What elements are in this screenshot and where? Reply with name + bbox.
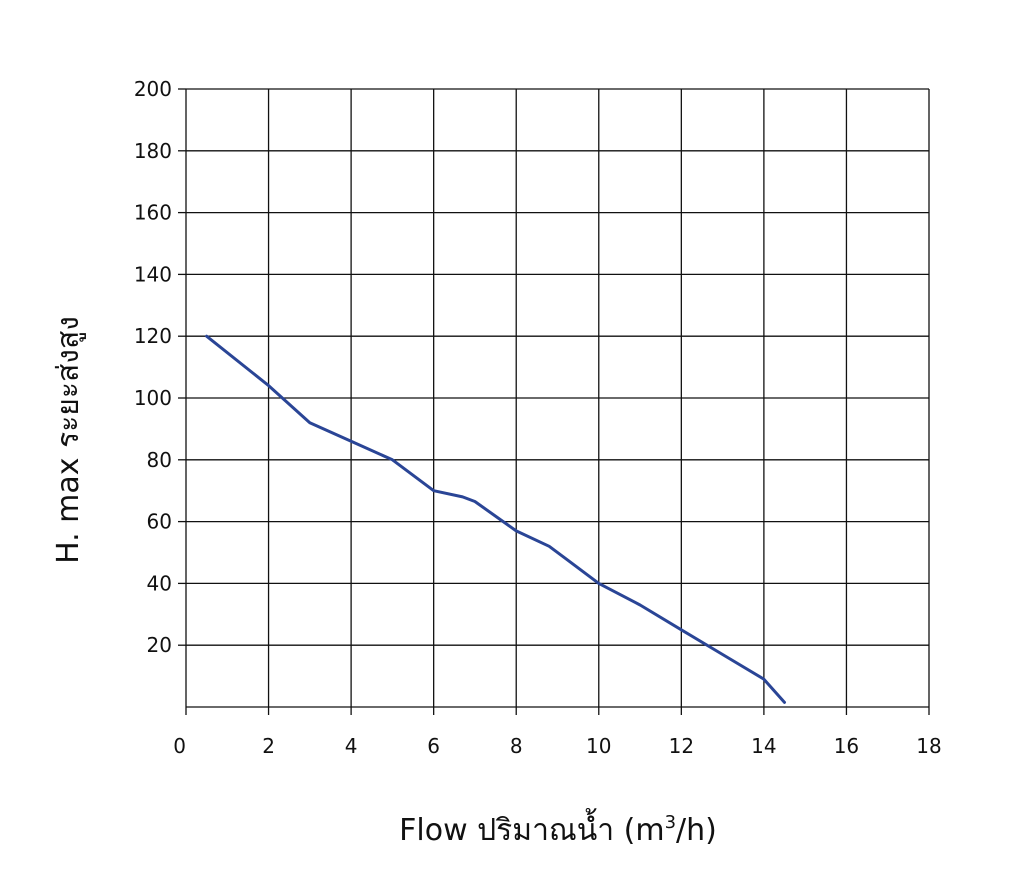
y-tick-label: 80 (147, 448, 172, 472)
y-axis-ticks: 20 40 60 80 100 120 140 160 180 200 (134, 77, 186, 657)
x-tick-label: 18 (916, 734, 941, 758)
x-tick-label: 10 (586, 734, 611, 758)
x-axis-ticks: 0 2 4 6 8 10 12 14 16 18 (173, 707, 942, 758)
x-axis-title-superscript: 3 (665, 812, 676, 833)
y-tick-label: 20 (147, 633, 172, 657)
series-line-0 (205, 334, 786, 704)
x-tick-label: 8 (510, 734, 523, 758)
x-axis-title-main: Flow ปริมาณน้ำ (m (399, 808, 664, 848)
y-tick-label: 100 (134, 386, 172, 410)
y-tick-label: 60 (147, 510, 172, 534)
grid (185, 88, 930, 708)
x-tick-label: 14 (751, 734, 776, 758)
x-tick-label: 4 (345, 734, 358, 758)
x-tick-label: 2 (262, 734, 275, 758)
y-tick-label: 180 (134, 139, 172, 163)
y-tick-label: 120 (134, 324, 172, 348)
y-tick-label: 160 (134, 201, 172, 225)
x-tick-label: 16 (834, 734, 859, 758)
x-tick-label: 6 (427, 734, 440, 758)
x-axis-title-tail: /h) (676, 813, 717, 848)
x-tick-label: 0 (173, 734, 186, 758)
x-axis-title: Flow ปริมาณน้ำ (m3/h) (399, 808, 717, 848)
x-tick-label: 12 (669, 734, 694, 758)
y-tick-label: 140 (134, 262, 172, 286)
y-tick-label: 200 (134, 77, 172, 101)
y-tick-label: 40 (147, 571, 172, 595)
y-axis-title: H. max ระยะส่งสูง (51, 316, 86, 564)
series-group (205, 334, 786, 704)
